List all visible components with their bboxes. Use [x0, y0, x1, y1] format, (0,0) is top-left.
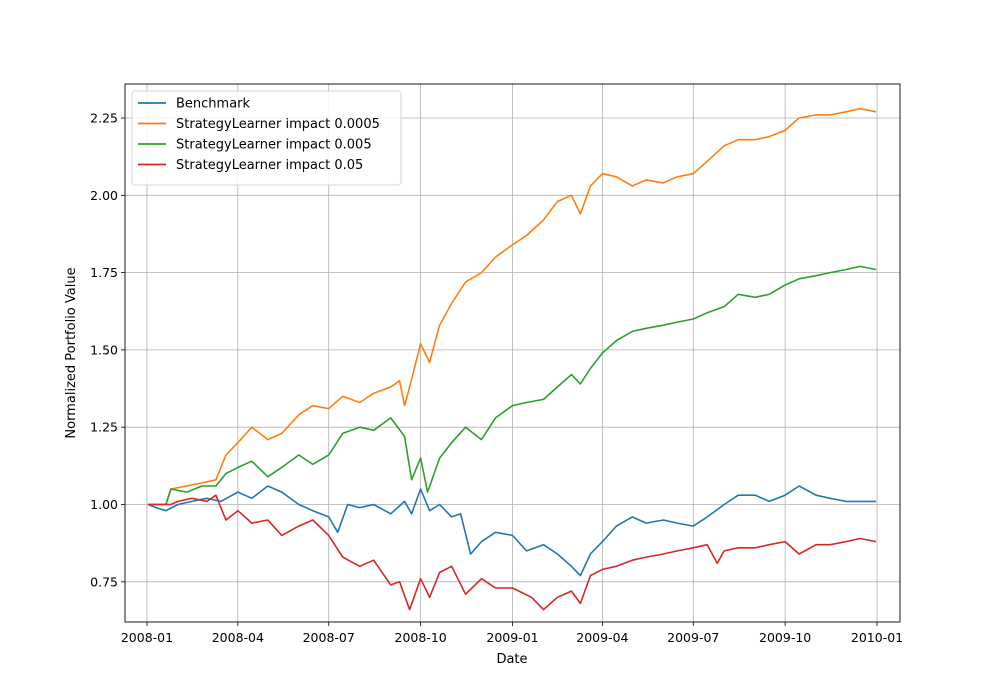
y-tick-label: 0.75: [90, 574, 118, 589]
x-axis-title: Date: [496, 652, 527, 667]
y-tick-label: 1.25: [90, 420, 118, 435]
x-tick-label: 2008-01: [121, 630, 173, 645]
series-line-1: [147, 485, 876, 577]
y-tick-label: 1.00: [90, 497, 118, 512]
x-tick-label: 2008-10: [395, 630, 447, 645]
y-tick-label: 2.00: [90, 188, 118, 203]
y-tick-label: 1.50: [90, 342, 118, 357]
y-axis: 0.75 1.00 1.25 1.50 1.75 2.00 2.25: [90, 111, 125, 589]
x-tick-label: 2009-01: [486, 630, 538, 645]
legend-box: [131, 90, 402, 186]
series-layer: [147, 107, 877, 611]
y-axis-title: Normalized Portfolio Value: [64, 267, 79, 438]
x-axis: 2008-01 2008-04 2008-07 2008-10 2009-01 2009-…: [121, 622, 903, 645]
x-tick-label: 2009-10: [759, 630, 811, 645]
y-tick-label: 2.25: [90, 111, 118, 126]
x-tick-label: 2008-07: [303, 630, 355, 645]
y-tick-label: 1.75: [90, 265, 118, 280]
series-line-3: [148, 265, 877, 506]
legend-label-4: StrategyLearner impact 0.05: [176, 158, 363, 173]
series-line-4: [148, 494, 877, 611]
legend: Benchmark StrategyLearner impact 0.0005 St…: [131, 90, 402, 186]
legend-label-1: Benchmark: [176, 97, 251, 112]
x-tick-label: 2010-01: [851, 630, 903, 645]
legend-label-3: StrategyLearner impact 0.005: [176, 138, 372, 153]
x-tick-label: 2009-07: [667, 630, 719, 645]
x-tick-label: 2008-04: [212, 630, 264, 645]
series-line-2: [148, 107, 877, 506]
x-tick-label: 2009-04: [576, 630, 628, 645]
legend-label-2: StrategyLearner impact 0.0005: [176, 117, 380, 132]
